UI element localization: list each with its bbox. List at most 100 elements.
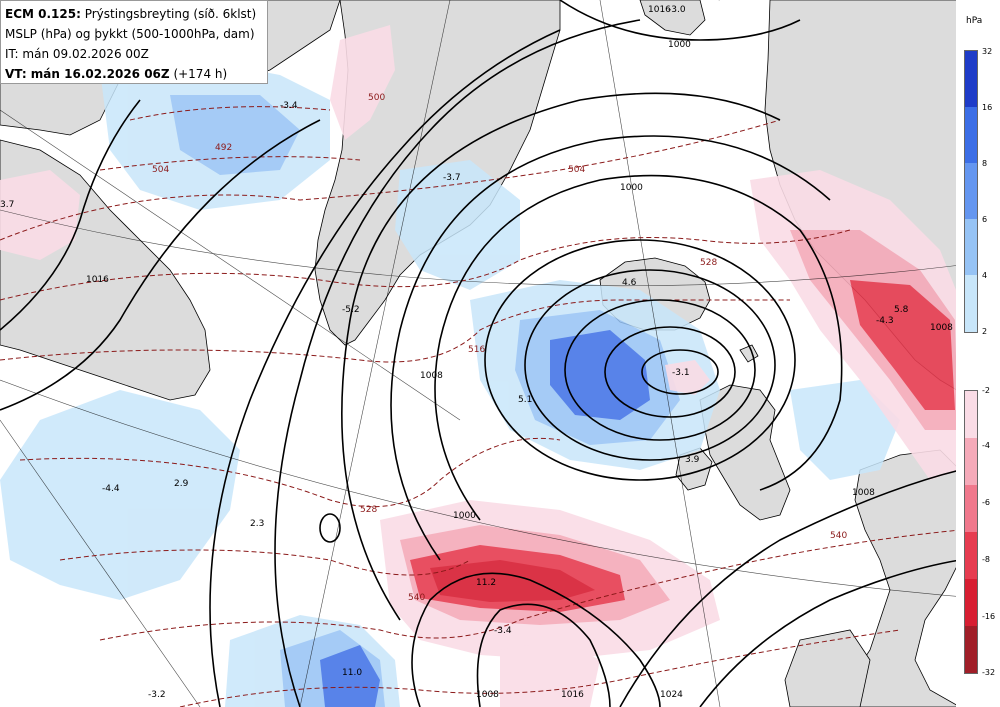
model-name: ECM 0.125: bbox=[5, 7, 81, 21]
change-label: 5.8 bbox=[894, 305, 909, 315]
thickness-contour-9 bbox=[99, 156, 361, 171]
rise-area-north-sea bbox=[790, 380, 900, 480]
legend-tick: 16 bbox=[982, 103, 993, 112]
isobar-low-3 bbox=[564, 299, 756, 441]
isobar-small-high bbox=[319, 513, 341, 543]
isobar-13 bbox=[699, 559, 961, 707]
color-legend: hPa 32 16 8 6 4 2 -2 -4 -6 -8 -16 -32 bbox=[956, 0, 1000, 707]
change-label: 11.2 bbox=[476, 578, 496, 588]
change-label: 5.1 bbox=[518, 395, 532, 405]
isobar-7 bbox=[390, 135, 831, 561]
legend-rise-segment bbox=[965, 163, 977, 219]
isobar-low-1 bbox=[641, 349, 719, 395]
isobar-17 bbox=[559, 0, 801, 41]
meridian-line-4 bbox=[0, 419, 201, 707]
isobar-6 bbox=[434, 174, 843, 521]
landmass-british-isles bbox=[699, 384, 791, 521]
rise-area-greenland-east bbox=[395, 160, 520, 290]
thickness-contour-5 bbox=[59, 549, 471, 576]
isobar-low-2 bbox=[604, 326, 736, 418]
isobar-9 bbox=[274, 19, 641, 707]
legend-fall-bar bbox=[964, 390, 978, 674]
isobar-low-4 bbox=[524, 269, 776, 461]
thickness-label: 492 bbox=[215, 143, 232, 153]
thickness-label: 528 bbox=[700, 258, 717, 268]
isobar-10 bbox=[209, 29, 561, 707]
init-time: IT: mán 09.02.2026 00Z bbox=[5, 47, 149, 61]
change-label: 4.6 bbox=[622, 278, 637, 288]
isobar-low-5 bbox=[484, 239, 796, 481]
landmass-iberia bbox=[784, 629, 871, 707]
legend-tick: 8 bbox=[982, 159, 988, 168]
legend-fall-segment bbox=[965, 391, 977, 438]
thickness-label: 540 bbox=[408, 593, 425, 603]
meridian-line-1 bbox=[299, 0, 451, 707]
isobar-11 bbox=[411, 572, 661, 707]
isobar-15 bbox=[0, 99, 141, 331]
legend-tick: 2 bbox=[982, 327, 988, 336]
change-label: 2.9 bbox=[174, 479, 189, 489]
fall-area-labrador bbox=[0, 170, 80, 260]
thickness-contour-6 bbox=[99, 529, 961, 641]
thickness-label: 504 bbox=[568, 165, 585, 175]
latitude-line-2 bbox=[0, 379, 1000, 601]
legend-tick: 32 bbox=[982, 47, 993, 56]
legend-rise-segment bbox=[965, 275, 977, 332]
legend-tick: -2 bbox=[982, 386, 990, 395]
thickness-contour-3 bbox=[0, 299, 790, 363]
change-label: -3.1 bbox=[672, 368, 690, 378]
forecast-hour: (+174 h) bbox=[173, 67, 228, 81]
isobar-label: 1024 bbox=[660, 690, 683, 700]
legend-fall-segment bbox=[965, 485, 977, 532]
meridian-line-3 bbox=[0, 109, 461, 421]
change-label: -4.3 bbox=[876, 316, 894, 326]
isobar-label: 1008 bbox=[420, 371, 443, 381]
isobar-label: 1016 bbox=[648, 5, 671, 15]
rise-area-south-core bbox=[320, 645, 380, 707]
change-label: -4.4 bbox=[102, 484, 120, 494]
legend-fall-segment bbox=[965, 438, 977, 485]
map-subtitle: MSLP (hPa) og þykkt (500-1000hPa, dam) bbox=[5, 27, 255, 41]
thickness-label: 500 bbox=[368, 93, 385, 103]
change-label: -3.4 bbox=[280, 101, 298, 111]
valid-time-line: VT: mán 16.02.2026 06Z (+174 h) bbox=[5, 64, 263, 84]
rise-area-west bbox=[0, 390, 240, 600]
legend-tick: -8 bbox=[982, 555, 990, 564]
thickness-contours bbox=[0, 106, 961, 707]
thickness-contour-7 bbox=[179, 629, 901, 707]
legend-tick: -4 bbox=[982, 441, 990, 450]
legend-fall-segment bbox=[965, 579, 977, 626]
isobar-14 bbox=[619, 469, 961, 707]
thickness-contour-4 bbox=[19, 437, 561, 508]
change-label: 3.7 bbox=[0, 200, 14, 210]
isobar-label: 1000 bbox=[668, 40, 691, 50]
isobar-label: 1008 bbox=[852, 488, 875, 498]
change-label: -3.7 bbox=[443, 173, 461, 183]
map-title: Prýstingsbreyting (síð. 6klst) bbox=[84, 7, 257, 21]
change-label: 11.0 bbox=[342, 668, 362, 678]
isobar-label: 1016 bbox=[86, 275, 109, 285]
isobar-12 bbox=[476, 603, 611, 707]
change-label: -3.2 bbox=[148, 690, 166, 700]
thickness-label: 528 bbox=[360, 505, 377, 515]
fall-area-low-center bbox=[665, 360, 710, 395]
legend-fall-segment bbox=[965, 626, 977, 673]
change-label: -5.2 bbox=[342, 305, 360, 315]
isobar-labels: 1016 1000 1000 1008 1008 1000 1008 1016 … bbox=[86, 5, 953, 700]
pressure-fall-shading bbox=[0, 25, 960, 707]
thickness-labels: 504 528 516 528 540 504 492 540 500 bbox=[152, 93, 847, 603]
change-labels: -3.4 -3.7 -5.2 4.6 -3.1 5.1 3.9 -4.4 2.9… bbox=[0, 5, 909, 700]
fall-area-ellesmere bbox=[330, 25, 395, 140]
isobar-label: 1016 bbox=[561, 690, 584, 700]
legend-rise-bar bbox=[964, 50, 978, 333]
isobar-16 bbox=[0, 119, 321, 411]
change-label: -3.4 bbox=[494, 626, 512, 636]
legend-tick: 6 bbox=[982, 215, 988, 224]
change-label: -3.0 bbox=[668, 5, 686, 15]
legend-fall-segment bbox=[965, 532, 977, 579]
isobar-label: 1000 bbox=[453, 511, 476, 521]
change-label: 3.9 bbox=[685, 455, 700, 465]
change-label: 2.3 bbox=[250, 519, 264, 529]
